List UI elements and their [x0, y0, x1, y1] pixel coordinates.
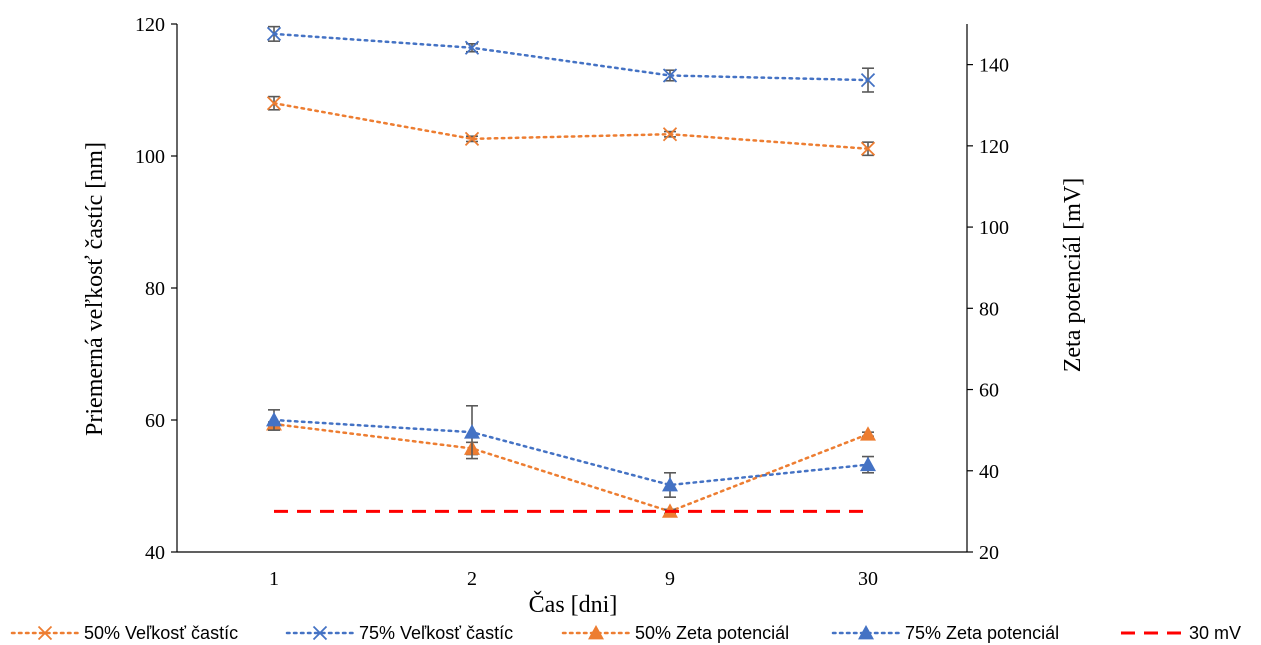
legend-swatch-marker-stroke [37, 625, 53, 641]
series-layer [266, 25, 876, 518]
data-point-stroke [464, 131, 480, 146]
y-right-tick-label: 140 [979, 55, 1009, 77]
y-right-tick-label: 100 [979, 217, 1009, 239]
legend-label: 75% Zeta potenciál [905, 623, 1059, 643]
legend-entry: 50% Veľkosť častíc [10, 623, 238, 643]
data-point [662, 127, 678, 142]
series-line [272, 32, 870, 82]
data-point [860, 426, 876, 441]
series-2 [266, 416, 876, 518]
series-1 [266, 25, 876, 93]
data-point-stroke [860, 141, 876, 156]
data-point [860, 456, 876, 472]
y-right-tick-label: 80 [979, 298, 999, 320]
legend-swatch-marker-stroke [312, 625, 328, 641]
y-left-tick-label: 100 [135, 146, 165, 168]
legend-label: 50% Veľkosť častíc [84, 623, 238, 643]
x-tick-label: 9 [665, 568, 675, 590]
series-line [272, 418, 870, 487]
data-point [464, 131, 480, 146]
data-point [860, 141, 876, 156]
y-left-tick-label: 60 [145, 410, 165, 432]
data-point [266, 96, 282, 111]
data-point-stroke [266, 96, 282, 111]
series-line [272, 101, 870, 150]
y-left-tick-label: 80 [145, 278, 165, 300]
legend-label: 30 mV [1189, 623, 1241, 643]
series-3 [266, 404, 876, 498]
data-point [860, 72, 876, 88]
data-point [266, 26, 282, 42]
y-left-tick-label: 40 [145, 542, 165, 564]
legend-swatch-marker [312, 625, 328, 641]
y-right-tick-label: 20 [979, 542, 999, 564]
series-line [272, 422, 870, 513]
legend-label: 75% Veľkosť častíc [359, 623, 513, 643]
data-point [464, 424, 480, 439]
legend-label: 50% Zeta potenciál [635, 623, 789, 643]
x-tick-label: 30 [858, 568, 878, 590]
legend-entry: 50% Zeta potenciál [561, 623, 789, 643]
legend-entry: 75% Veľkosť častíc [285, 623, 513, 643]
data-point [266, 412, 282, 427]
legend-swatch-marker [588, 625, 604, 640]
legend-entry: 30 mV [1121, 623, 1241, 643]
legend-swatch-marker [37, 625, 53, 641]
legend: 50% Veľkosť častíc 75% Veľkosť častíc 50% … [10, 623, 1241, 643]
data-point-stroke [662, 127, 678, 142]
data-point [662, 68, 678, 83]
data-point [464, 40, 480, 55]
data-point-stroke [266, 26, 282, 42]
axes: 40 60 80 100 120 20 40 60 80 100 120 140 1 2 9 30 [135, 14, 1009, 590]
y-right-tick-label: 120 [979, 136, 1009, 158]
x-tick-label: 1 [269, 568, 279, 590]
data-point-stroke [662, 68, 678, 83]
y-axis-right-title: Zeta potenciál [mV] [1060, 178, 1086, 373]
x-axis-title: Čas [dni] [529, 591, 618, 618]
series-0 [266, 95, 876, 157]
legend-swatch-marker [858, 625, 874, 640]
data-point [662, 476, 678, 492]
data-point-stroke [860, 72, 876, 88]
x-tick-label: 2 [467, 568, 477, 590]
data-point-stroke [464, 40, 480, 55]
y-right-tick-label: 40 [979, 461, 999, 483]
legend-entry: 75% Zeta potenciál [831, 623, 1059, 643]
y-left-tick-label: 120 [135, 14, 165, 36]
y-right-tick-label: 60 [979, 380, 999, 402]
y-axis-left-title: Priemerná veľkosť častíc [nm] [82, 142, 108, 436]
